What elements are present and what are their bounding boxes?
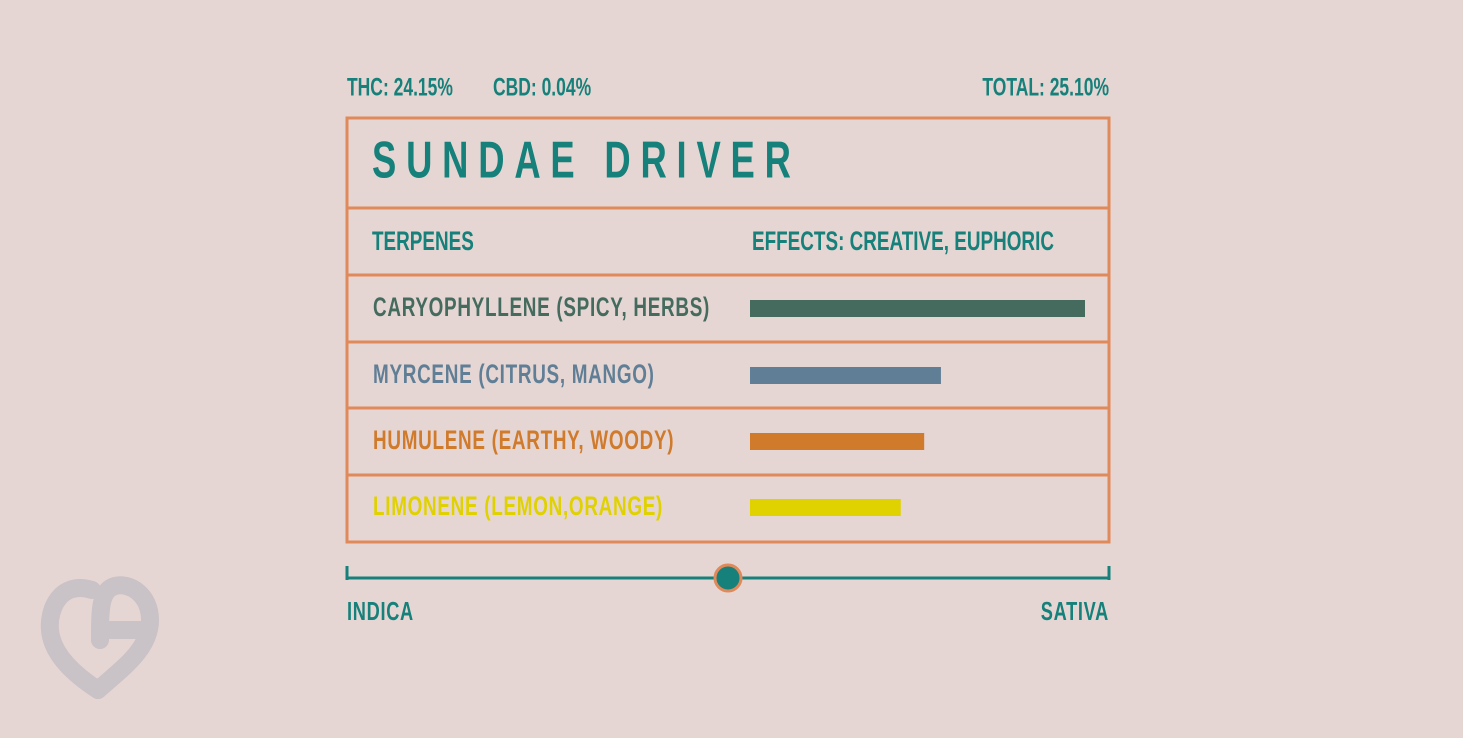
terpene-bar <box>750 433 925 450</box>
logo <box>40 576 160 699</box>
logo-a <box>89 576 160 699</box>
strain-title: SUNDAE DRIVER <box>372 130 801 189</box>
scale-right: SATIVA <box>1041 597 1109 626</box>
total: TOTAL: 25.10% <box>982 72 1109 101</box>
terpene-name: MYRCENE (CITRUS, MANGO) <box>373 359 655 389</box>
scale-marker <box>713 563 743 593</box>
terpene-name: HUMULENE (EARTHY, WOODY) <box>373 425 674 455</box>
card-frame <box>345 116 1111 544</box>
terpene-bar <box>750 300 1085 317</box>
terpene-bar <box>750 367 941 384</box>
cbd: CBD: 0.04% <box>493 72 591 101</box>
terpene-bar <box>750 499 901 516</box>
logo-c <box>40 579 107 699</box>
terpenes-label: TERPENES <box>372 226 474 256</box>
terpene-name: LIMONENE (LEMON,ORANGE) <box>373 491 663 521</box>
thc: THC: 24.15% <box>347 72 453 101</box>
frame <box>345 116 1111 544</box>
scale-left: INDICA <box>347 597 414 626</box>
terpene-name: CARYOPHYLLENE (SPICY, HERBS) <box>373 292 710 322</box>
effects: EFFECTS: CREATIVE, EUPHORIC <box>752 226 1054 256</box>
